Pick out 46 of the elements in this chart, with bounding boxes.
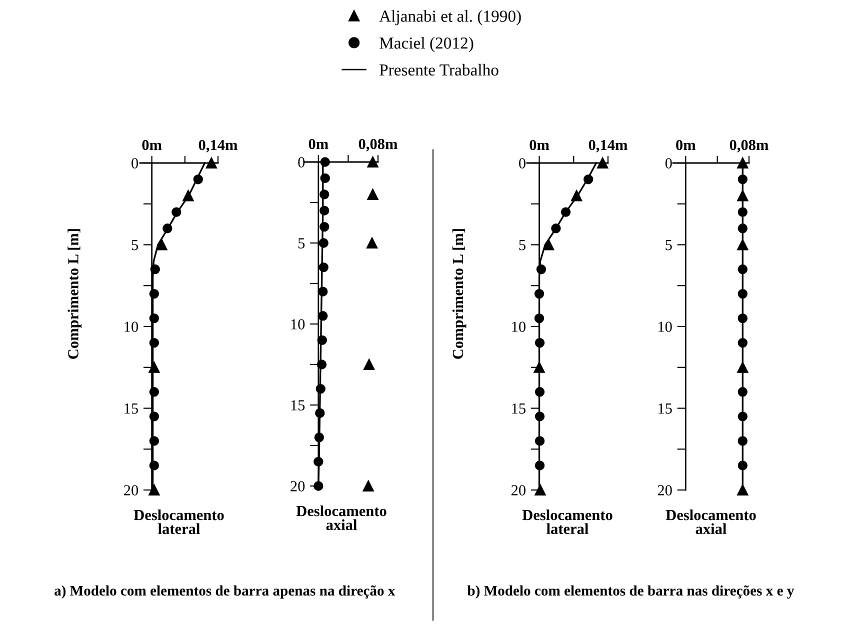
x-axis-title: Deslocamento lateral (134, 509, 224, 534)
point (534, 484, 546, 496)
y-tick-label: 0 (298, 157, 305, 168)
y-tick-label: 0 (665, 158, 672, 168)
y-tick-label: 20 (290, 481, 305, 492)
text: a) Modelo com elementos de barra apenas na direção x (54, 585, 396, 599)
y-tick-label: 5 (666, 240, 672, 250)
y-tick-label: 5 (519, 240, 526, 250)
y-tick-label: 15 (124, 403, 138, 414)
legend-label: Maciel (2012) (380, 36, 474, 52)
y-axis-title: Comprimento L [m] (452, 229, 466, 359)
y-tick-label: 15 (291, 400, 305, 410)
y-tick-label: 15 (512, 403, 526, 414)
x-tick-label: 0,08m (730, 140, 768, 152)
x-tick-label: 0m (530, 140, 550, 150)
y-tick-label: 10 (512, 322, 526, 332)
y-tick-label: 5 (132, 240, 138, 250)
x-axis-title: Deslocamento axial (666, 509, 756, 534)
text: b) Modelo com elementos de barra nas direções x e y (467, 585, 794, 599)
point (362, 480, 374, 492)
x-tick-label: 0,14m (588, 140, 628, 152)
x-tick-label: 0,14m (198, 140, 238, 152)
x-axis-title: Deslocamento axial (296, 505, 386, 530)
y-tick-label: 10 (124, 322, 138, 332)
y-axis-title: Comprimento L [m] (68, 229, 82, 359)
legend-label: Aljanabi et al. (1990) (379, 10, 521, 26)
point (364, 358, 375, 370)
y-tick-label: 20 (124, 485, 138, 496)
y-tick-label: 5 (298, 238, 305, 248)
x-tick-label: 0m (676, 140, 696, 150)
y-tick-label: 15 (658, 403, 672, 414)
x-tick-label: 0m (308, 138, 328, 150)
point (366, 237, 378, 249)
x-axis-title: Deslocamento lateral (522, 509, 612, 534)
x-tick-label: 0,08m (358, 138, 398, 152)
point (156, 239, 168, 250)
y-tick-label: 20 (658, 485, 672, 496)
y-tick-label: 20 (511, 485, 526, 496)
point (148, 484, 160, 496)
point (367, 188, 378, 200)
y-tick-label: 0 (132, 158, 138, 168)
x-tick-label: 0m (142, 140, 162, 150)
legend-label: Presente Trabalho (380, 64, 498, 76)
y-tick-label: 10 (658, 322, 672, 332)
y-tick-label: 0 (519, 158, 526, 168)
y-tick-label: 10 (291, 319, 305, 330)
